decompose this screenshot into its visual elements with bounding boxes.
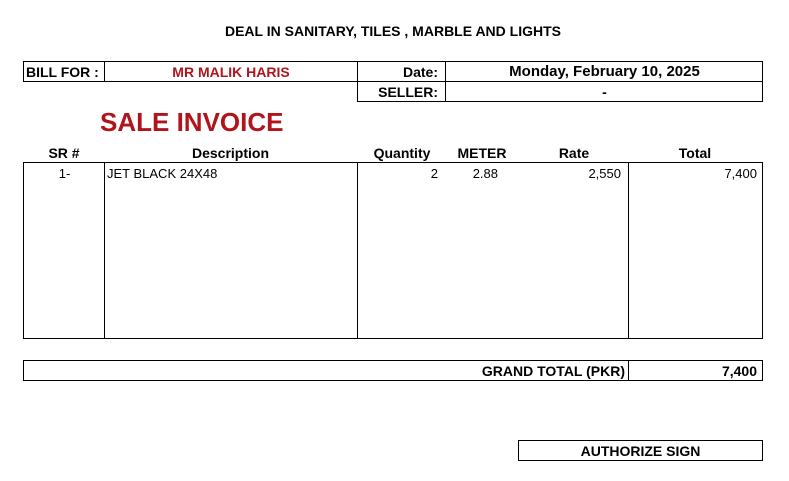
tagline: DEAL IN SANITARY, TILES , MARBLE AND LIG… [224, 23, 561, 39]
items-table: 1- JET BLACK 24X48 2 2.88 2,550 7,400 [23, 162, 763, 339]
page-title: SALE INVOICE [100, 107, 284, 137]
customer-name: MR MALIK HARIS [172, 64, 290, 80]
grand-total-label: GRAND TOTAL (PKR) [481, 363, 625, 379]
grand-total-value: 7,400 [721, 363, 757, 379]
invoice-date: Monday, February 10, 2025 [509, 63, 700, 80]
bill-for-label: BILL FOR : [26, 64, 99, 80]
table-row: 1- JET BLACK 24X48 2 2.88 2,550 7,400 [24, 165, 762, 183]
item-meter: 2.88 [472, 166, 498, 181]
item-total: 7,400 [724, 166, 757, 181]
item-quantity: 2 [430, 166, 438, 181]
col-sr: SR # [48, 145, 80, 161]
col-rate: Rate [558, 145, 590, 161]
authorize-sign: AUTHORIZE SIGN [518, 440, 763, 461]
item-description: JET BLACK 24X48 [107, 166, 218, 181]
col-total: Total [678, 145, 712, 161]
seller-row: SELLER: - [357, 81, 763, 102]
item-rate: 2,550 [588, 166, 621, 181]
bill-row: BILL FOR : MR MALIK HARIS Date: Monday, … [23, 61, 763, 82]
item-sr: 1- [58, 166, 71, 181]
col-meter: METER [457, 145, 507, 161]
col-description: Description [191, 145, 269, 161]
col-quantity: Quantity [373, 145, 431, 161]
date-label: Date: [402, 64, 438, 80]
grand-total-row: GRAND TOTAL (PKR) 7,400 [23, 360, 763, 381]
seller-value: - [602, 84, 607, 100]
seller-label: SELLER: [378, 84, 438, 100]
